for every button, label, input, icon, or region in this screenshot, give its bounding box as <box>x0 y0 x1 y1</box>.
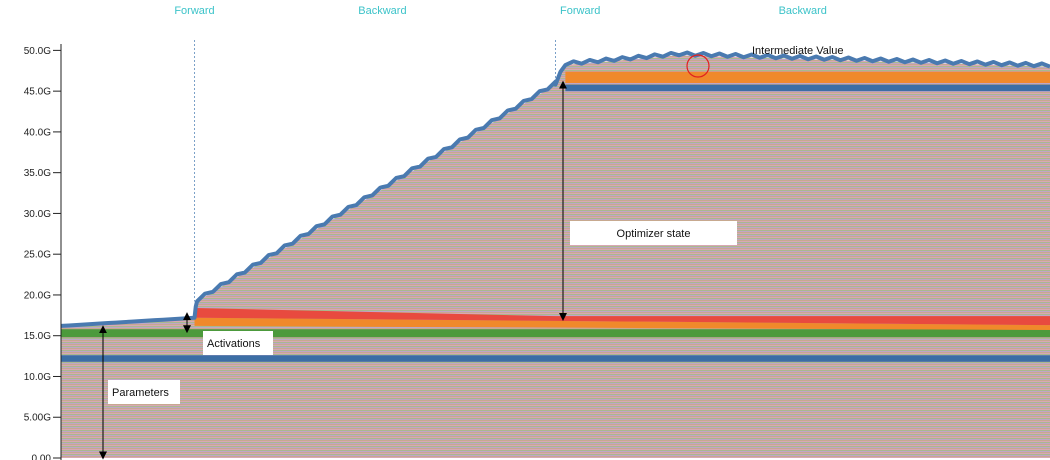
band-parameters-blue <box>61 355 1050 362</box>
annotation-parameters: Parameters <box>112 387 169 399</box>
y-axis: 0.00 5.00G 10.0G 15.0G 20.0G 25.0G 30.0G 35.0G 4… <box>24 44 62 460</box>
annotation-activations: Activations <box>207 338 261 350</box>
memory-outline <box>61 50 1050 328</box>
band-activations-red <box>194 307 1050 326</box>
y-tick-label-1: 5.00G <box>24 413 51 424</box>
phase-labels: Forward Backward Forward Backward <box>174 5 827 17</box>
y-tick-label-4: 20.0G <box>24 290 51 301</box>
band-intermediate-blue <box>565 84 1050 92</box>
y-tick-label-2: 10.0G <box>24 372 51 383</box>
y-tick-label-9: 45.0G <box>24 87 51 98</box>
memory-area <box>61 55 1050 459</box>
annotation-optimizer-box <box>570 221 737 245</box>
y-tick-label-3: 15.0G <box>24 331 51 342</box>
y-tick-label-6: 30.0G <box>24 209 51 220</box>
annotation-optimizer: Optimizer state <box>617 228 691 240</box>
band-parameters-green <box>61 329 1050 338</box>
y-tick-label-0: 0.00 <box>32 454 52 460</box>
phase-label-1: Backward <box>358 5 406 17</box>
annotation-activations-box <box>203 331 273 355</box>
y-tick-label-5: 25.0G <box>24 250 51 261</box>
plot-area <box>61 50 1050 459</box>
y-tick-label-8: 40.0G <box>24 127 51 138</box>
phase-label-2: Forward <box>560 5 600 17</box>
highlight-circle <box>686 54 710 78</box>
annotation-intermediate: Intermediate Value <box>752 45 844 57</box>
annotations: Parameters Activations Optimizer state Inte… <box>99 45 844 460</box>
annotation-parameters-box <box>108 380 180 404</box>
y-tick-label-7: 35.0G <box>24 168 51 179</box>
phase-boundaries <box>194 40 556 302</box>
band-intermediate-orange <box>565 71 1050 83</box>
y-tick-label-10: 50.0G <box>24 46 51 57</box>
phase-label-3: Backward <box>779 5 827 17</box>
phase-label-0: Forward <box>174 5 214 17</box>
band-activations-orange <box>194 317 1050 331</box>
